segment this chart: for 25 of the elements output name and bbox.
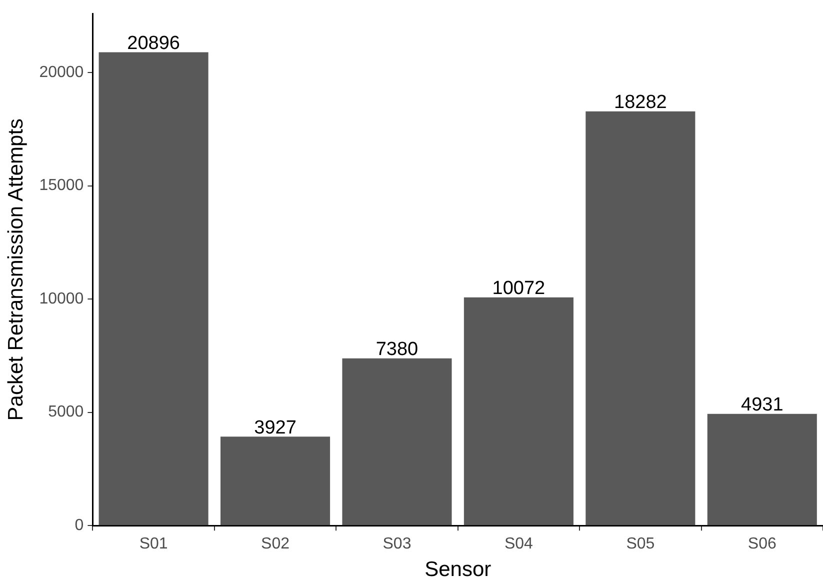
bar <box>98 52 208 526</box>
bar <box>707 414 817 526</box>
data-label: 7380 <box>376 339 418 360</box>
x-tick-label: S04 <box>504 536 534 553</box>
y-tick-label: 0 <box>74 517 84 534</box>
x-tick-label: S06 <box>748 536 776 553</box>
data-label: 20896 <box>127 32 180 54</box>
x-axis-title: Sensor <box>424 558 492 582</box>
x-tick-label: S05 <box>626 536 655 553</box>
y-tick-label: 5000 <box>48 404 84 421</box>
x-tick-label: S03 <box>382 536 412 553</box>
data-label: 18282 <box>614 92 667 114</box>
data-label: 4931 <box>741 394 784 416</box>
y-tick-label: 15000 <box>39 177 84 194</box>
bar <box>342 358 452 526</box>
x-tick-label: S02 <box>261 536 290 553</box>
bar <box>586 111 696 526</box>
data-label: 10072 <box>492 278 546 300</box>
y-tick-label: 20000 <box>39 64 84 81</box>
y-tick-label: 10000 <box>39 290 84 308</box>
bar <box>220 436 330 526</box>
x-tick-label: S01 <box>139 536 168 553</box>
y-axis-title: Packet Retransmission Attempts <box>4 118 28 421</box>
data-label: 3927 <box>254 417 296 438</box>
bar <box>464 297 574 526</box>
